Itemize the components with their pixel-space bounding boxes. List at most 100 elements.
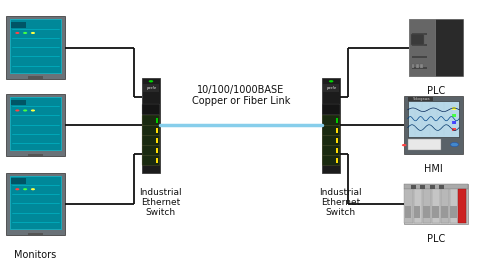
Circle shape xyxy=(31,32,35,34)
Bar xyxy=(142,77,160,172)
Bar xyxy=(411,185,415,188)
FancyBboxPatch shape xyxy=(142,145,160,155)
Bar xyxy=(413,21,458,75)
Bar xyxy=(452,121,456,124)
Circle shape xyxy=(31,109,35,112)
Bar xyxy=(408,101,459,136)
Bar xyxy=(28,76,43,79)
Bar xyxy=(452,107,456,110)
FancyBboxPatch shape xyxy=(322,135,340,145)
Text: Industrial
Ethernet
Switch: Industrial Ethernet Switch xyxy=(139,187,182,217)
FancyBboxPatch shape xyxy=(322,104,340,115)
Bar xyxy=(155,158,158,163)
Bar xyxy=(11,98,60,150)
Circle shape xyxy=(402,144,407,146)
Bar xyxy=(336,148,338,153)
Bar xyxy=(412,67,427,69)
Bar xyxy=(459,206,466,218)
Bar xyxy=(336,118,338,123)
Bar xyxy=(323,84,339,92)
Text: Industrial
Ethernet
Switch: Industrial Ethernet Switch xyxy=(319,187,362,217)
Bar xyxy=(412,32,427,35)
Bar xyxy=(10,97,61,151)
Bar xyxy=(432,206,439,218)
Bar xyxy=(431,188,440,223)
FancyBboxPatch shape xyxy=(142,135,160,145)
Text: 10/100/1000BASE
Copper or Fiber Link: 10/100/1000BASE Copper or Fiber Link xyxy=(192,85,290,106)
FancyBboxPatch shape xyxy=(142,115,160,126)
Text: perle: perle xyxy=(146,86,156,90)
Bar xyxy=(412,56,427,58)
Bar xyxy=(404,96,463,154)
Bar xyxy=(322,77,340,172)
Bar xyxy=(411,20,461,75)
Bar xyxy=(143,84,159,92)
Circle shape xyxy=(15,109,19,112)
Bar xyxy=(155,138,158,143)
Bar xyxy=(450,206,457,218)
Bar xyxy=(452,114,456,117)
Circle shape xyxy=(15,32,19,34)
Bar xyxy=(420,64,423,68)
Bar xyxy=(411,34,424,45)
Bar xyxy=(408,139,441,150)
Bar xyxy=(416,64,419,68)
Text: PLC: PLC xyxy=(427,86,445,96)
Bar xyxy=(405,206,412,218)
Bar xyxy=(336,128,338,133)
FancyBboxPatch shape xyxy=(322,145,340,155)
Circle shape xyxy=(450,142,459,147)
Bar xyxy=(450,188,458,223)
Circle shape xyxy=(23,188,27,190)
Text: PLC: PLC xyxy=(427,234,445,244)
Bar xyxy=(408,98,433,101)
Bar xyxy=(6,172,65,235)
FancyBboxPatch shape xyxy=(322,155,340,165)
Bar xyxy=(441,188,449,223)
Bar xyxy=(404,184,468,188)
Bar xyxy=(155,118,158,123)
Bar xyxy=(11,178,26,184)
Bar xyxy=(155,148,158,153)
Bar xyxy=(28,154,43,156)
Bar xyxy=(6,94,65,156)
Bar xyxy=(404,184,468,224)
Bar xyxy=(423,206,430,218)
Bar xyxy=(458,188,466,223)
Bar xyxy=(459,188,467,223)
Bar xyxy=(412,64,414,68)
Text: Monitors: Monitors xyxy=(15,250,56,260)
Bar xyxy=(11,22,26,28)
Circle shape xyxy=(149,80,153,82)
Bar xyxy=(155,128,158,133)
Bar xyxy=(10,176,61,230)
Bar xyxy=(28,232,43,235)
Circle shape xyxy=(15,188,19,190)
FancyBboxPatch shape xyxy=(142,104,160,115)
Bar xyxy=(6,16,65,79)
Circle shape xyxy=(23,32,27,34)
Bar xyxy=(11,21,60,73)
Bar xyxy=(415,21,456,74)
FancyBboxPatch shape xyxy=(142,125,160,135)
FancyBboxPatch shape xyxy=(142,155,160,165)
FancyBboxPatch shape xyxy=(322,115,340,126)
Bar xyxy=(420,185,425,188)
Bar xyxy=(11,177,60,229)
Bar xyxy=(10,20,61,74)
Bar xyxy=(452,128,456,131)
Bar xyxy=(412,44,427,46)
Bar xyxy=(336,158,338,163)
Text: HMI: HMI xyxy=(424,164,443,174)
Bar xyxy=(409,19,435,76)
Bar xyxy=(405,188,413,223)
Text: Yokogawa: Yokogawa xyxy=(412,97,430,101)
Bar xyxy=(11,100,26,105)
Bar xyxy=(423,188,431,223)
Circle shape xyxy=(329,80,334,82)
Bar xyxy=(430,185,434,188)
Circle shape xyxy=(31,188,35,190)
Bar xyxy=(336,138,338,143)
Bar xyxy=(418,22,454,73)
Bar xyxy=(413,188,422,223)
